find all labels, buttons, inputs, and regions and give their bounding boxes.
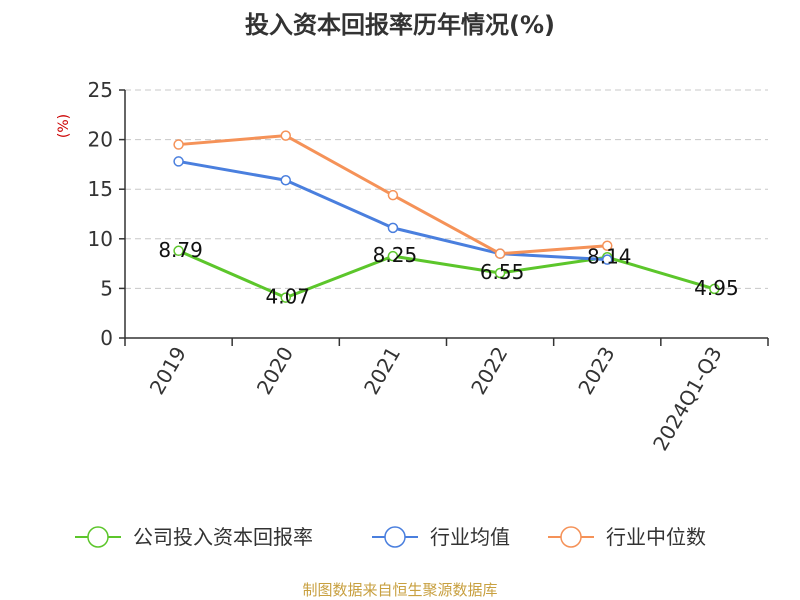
data-point [602,254,613,265]
source-note: 制图数据来自恒生聚源数据库 [302,581,497,599]
data-point [280,175,291,186]
legend-marker [87,526,109,548]
data-label: 8.25 [373,243,418,267]
axes: 0 5 10 15 20 25 2019 2020 2021 2022 2023 2024Q1-Q3 [88,78,769,455]
y-tick-label: 0 [100,326,113,350]
series-line-0 [177,249,715,300]
data-point [173,139,184,150]
data-point [494,267,506,279]
data-point [387,189,399,201]
legend: 公司投入资本回报率 行业均值 行业中位数 [75,525,706,549]
y-axis-unit-label: (%) [56,114,72,138]
legend-label: 行业均值 [430,525,510,549]
y-tick-label: 15 [88,177,113,201]
data-label: 8.14 [587,244,632,268]
data-point [709,283,720,295]
y-tick-label: 5 [100,276,113,300]
data-label: 4.95 [694,276,739,300]
data-point [602,240,613,251]
legend-label: 公司投入资本回报率 [133,525,313,549]
legend-marker [560,526,582,548]
data-point [387,250,399,262]
x-tick-label: 2022 [466,343,512,399]
data-point [387,222,399,234]
data-label: 4.07 [265,285,310,309]
data-labels: 8.79 4.07 8.25 6.55 8.14 4.95 [158,238,738,309]
legend-marker [384,526,406,548]
y-tick-label: 10 [88,227,113,251]
data-point [280,130,291,141]
data-point [494,248,506,259]
legend-label: 行业中位数 [606,525,706,549]
data-point [173,245,184,257]
chart-title: 投入资本回报率历年情况(%) [245,11,555,39]
x-tick-label: 2024Q1-Q3 [648,343,727,455]
x-tick-label: 2021 [359,343,405,399]
x-tick-label: 2019 [145,343,191,399]
x-tick-label: 2023 [573,343,619,399]
y-tick-label: 20 [88,128,113,152]
data-point [173,156,184,167]
y-tick-label: 25 [88,78,113,102]
data-label: 6.55 [480,260,525,284]
grid-lines [125,89,768,289]
data-label: 8.79 [158,238,203,262]
x-tick-label: 2020 [252,343,298,399]
series-group [173,130,720,303]
data-point [280,292,291,303]
